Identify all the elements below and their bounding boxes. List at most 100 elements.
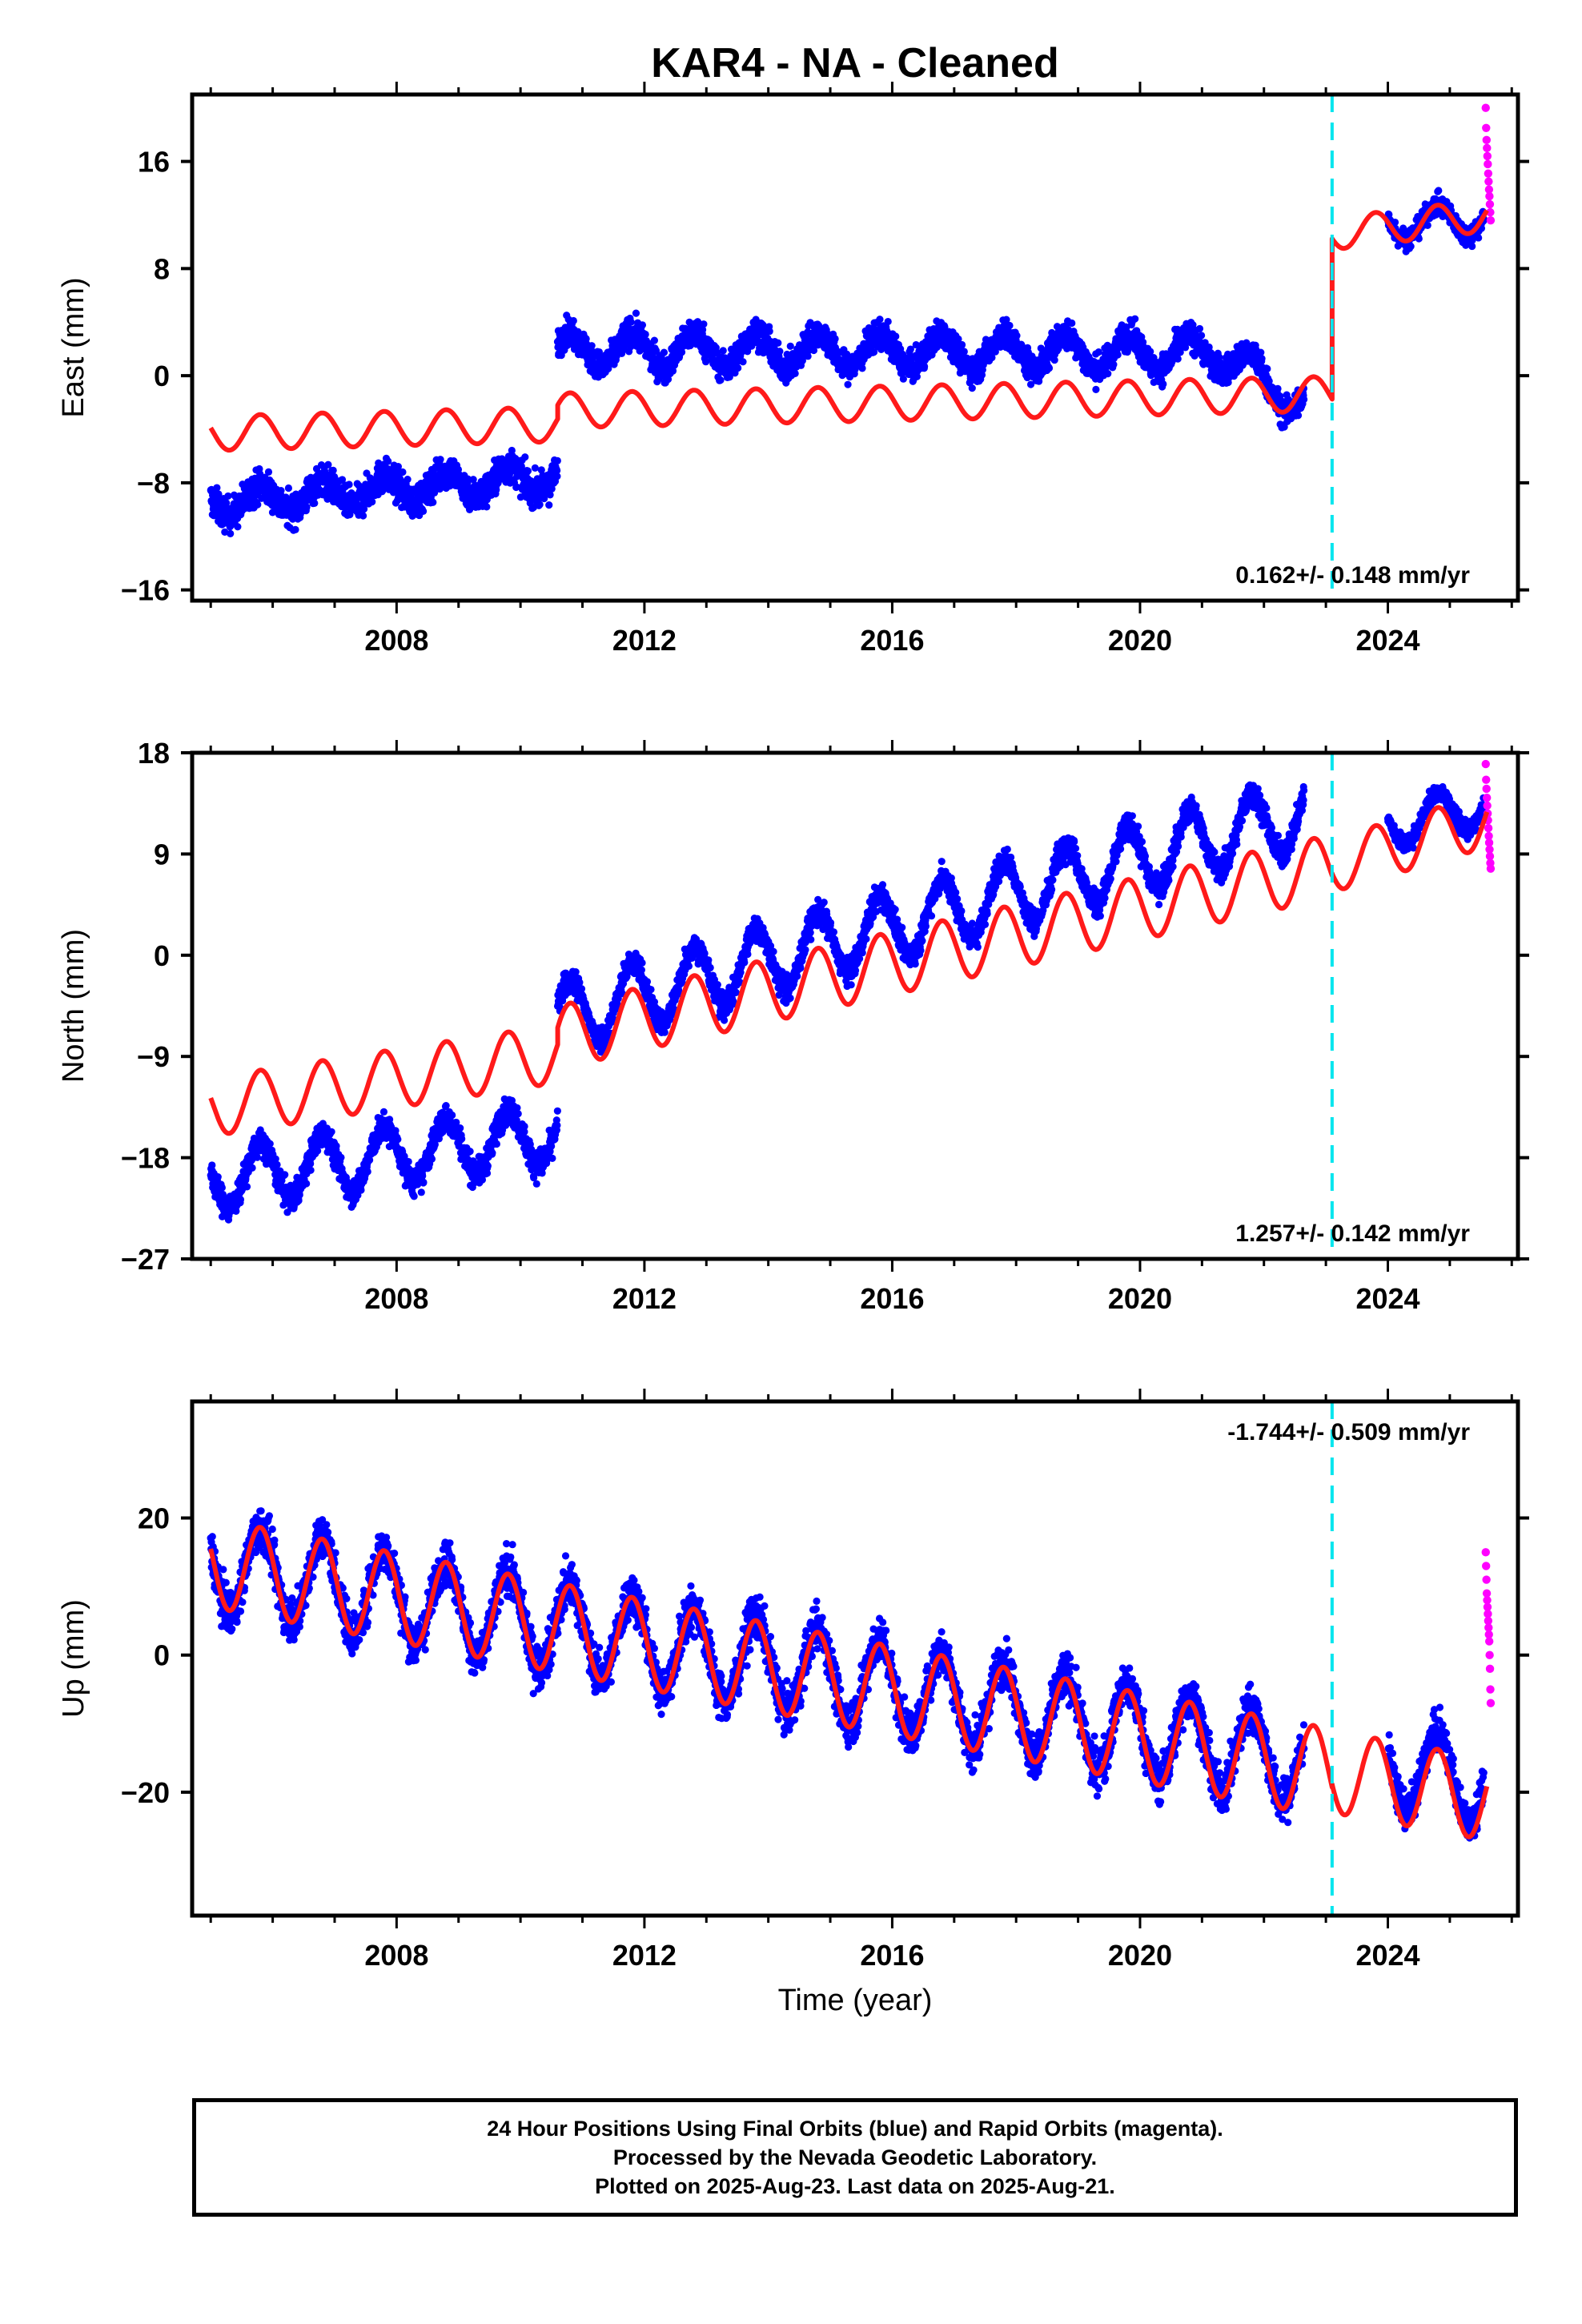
final-point	[394, 463, 402, 471]
final-point	[1092, 385, 1100, 394]
final-point	[664, 376, 673, 384]
final-point	[569, 316, 577, 325]
final-point	[702, 358, 710, 366]
final-point	[419, 507, 428, 515]
final-point	[307, 1160, 315, 1168]
final-point	[1104, 370, 1112, 378]
final-point	[1159, 380, 1167, 388]
final-point	[1006, 321, 1014, 330]
x-tick-label: 2008	[364, 624, 428, 657]
final-point	[698, 326, 707, 334]
final-point	[1257, 348, 1265, 356]
final-point	[1068, 319, 1076, 328]
chart-title: KAR4 - NA - Cleaned	[651, 40, 1058, 86]
y-tick-label: −16	[121, 574, 170, 607]
final-point	[266, 1140, 274, 1148]
final-point	[464, 475, 472, 483]
final-point	[213, 484, 221, 492]
rapid-point	[1486, 215, 1496, 225]
final-point	[243, 1183, 251, 1191]
final-point	[968, 384, 976, 392]
final-point	[786, 342, 794, 350]
rapid-point	[1483, 143, 1492, 153]
rapid-point	[1484, 177, 1493, 186]
plot-area-east	[207, 103, 1496, 537]
final-point	[884, 317, 892, 326]
final-point	[436, 456, 444, 464]
final-point	[734, 364, 742, 372]
final-point	[281, 1171, 289, 1179]
final-point	[284, 484, 293, 493]
final-point	[1263, 364, 1271, 373]
final-point	[1407, 243, 1415, 251]
final-point	[739, 358, 747, 366]
final-point	[218, 1184, 226, 1192]
final-point	[765, 328, 773, 336]
final-point	[906, 345, 914, 353]
x-tick-label: 2024	[1355, 624, 1419, 657]
final-point	[521, 453, 529, 461]
rapid-orbits-points-east	[1481, 103, 1496, 225]
final-point	[236, 1196, 245, 1204]
final-point	[277, 487, 285, 495]
rapid-point	[1485, 199, 1495, 209]
final-point	[221, 528, 229, 537]
final-point	[632, 309, 640, 317]
final-point	[524, 467, 532, 475]
final-point	[329, 466, 337, 474]
final-point	[546, 491, 554, 499]
final-point	[303, 1180, 311, 1188]
final-point	[264, 468, 273, 476]
final-point	[311, 499, 319, 507]
rapid-point	[1484, 159, 1492, 169]
x-tick-label: 2016	[860, 624, 924, 657]
final-point	[345, 480, 353, 489]
final-point	[791, 369, 799, 378]
final-orbits-points-east	[207, 187, 1488, 537]
final-point	[553, 456, 561, 464]
final-point	[660, 348, 669, 356]
y-tick-label: 0	[154, 360, 170, 392]
final-point	[359, 512, 367, 520]
final-point	[960, 348, 968, 356]
final-point	[307, 1166, 315, 1174]
final-point	[650, 336, 658, 344]
final-point	[892, 332, 900, 340]
final-point	[324, 460, 332, 468]
final-point	[399, 468, 407, 476]
y-tick-label: −8	[137, 467, 170, 500]
final-point	[717, 376, 725, 384]
final-point	[214, 1173, 222, 1181]
final-point	[588, 342, 596, 350]
rapid-point	[1482, 123, 1491, 132]
final-point	[958, 340, 966, 349]
final-point	[638, 321, 647, 329]
final-point	[540, 494, 548, 503]
final-point	[1475, 234, 1483, 242]
final-point	[899, 375, 907, 383]
final-point	[627, 343, 635, 351]
final-point	[700, 320, 708, 328]
final-point	[332, 1142, 340, 1150]
final-point	[253, 1153, 262, 1161]
final-point	[548, 485, 556, 493]
final-point	[536, 501, 544, 509]
rate-label-east: 0.162+/- 0.148 mm/yr	[1235, 562, 1470, 589]
final-point	[627, 318, 635, 326]
final-point	[1045, 364, 1054, 372]
final-point	[804, 352, 812, 360]
final-point	[1013, 332, 1021, 340]
final-point	[248, 1164, 256, 1172]
final-point	[870, 348, 878, 356]
final-point	[831, 335, 839, 343]
final-point	[234, 523, 242, 531]
final-point	[1198, 332, 1206, 340]
final-point	[677, 348, 686, 356]
final-point	[537, 466, 545, 474]
final-point	[553, 472, 561, 480]
final-point	[327, 1128, 335, 1136]
final-point	[273, 1160, 281, 1168]
final-point	[733, 358, 741, 366]
